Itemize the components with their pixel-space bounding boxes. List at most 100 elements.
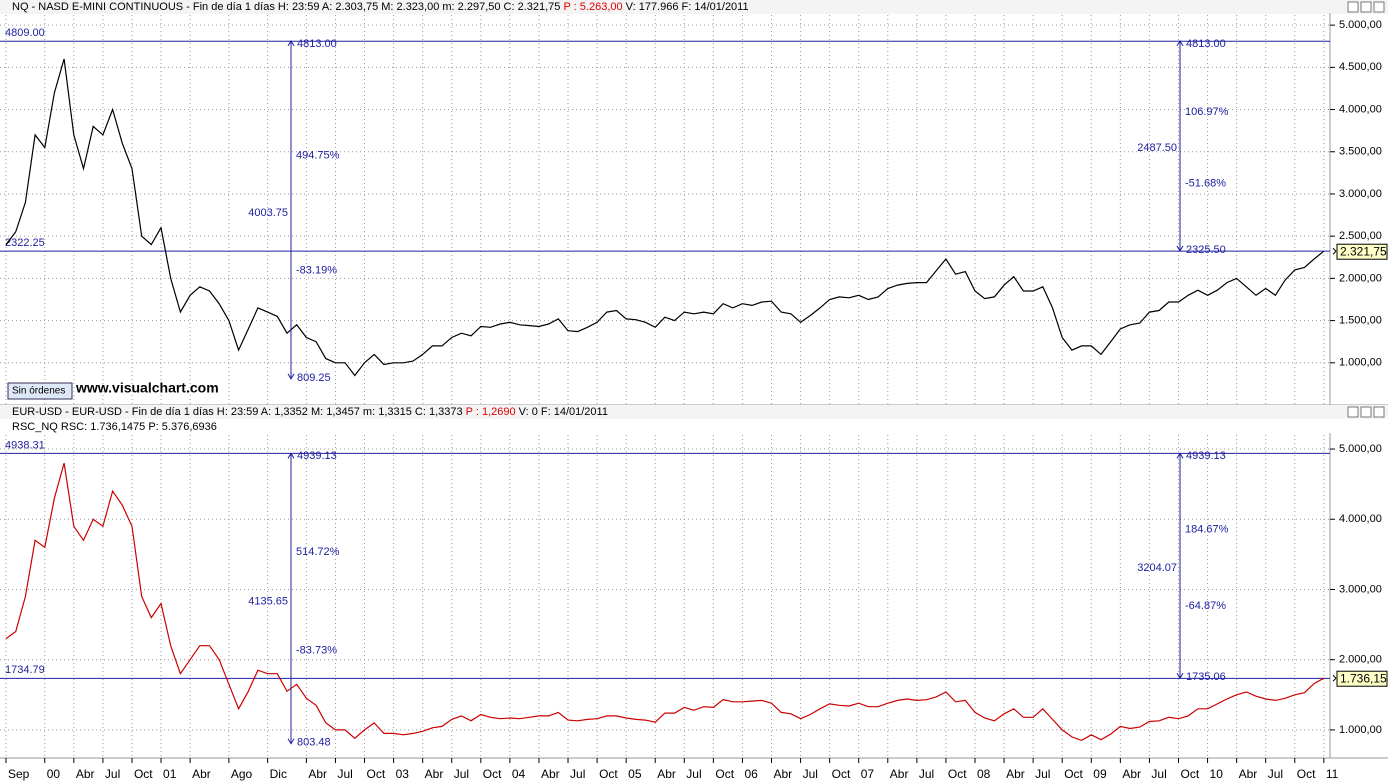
x-tick-label: Oct [715,767,734,781]
y-tick-label: 3.000,00 [1339,188,1382,200]
subheader-text: RSC_NQ RSC: 1.736,1475 P: 5.376,6936 [12,421,217,433]
x-tick-label: Jul [570,767,585,781]
x-tick-label: 01 [163,767,177,781]
y-tick-label: 1.000,00 [1339,357,1382,369]
header-part: V: 0 F: 14/01/2011 [516,406,608,418]
measure-top-label: 4813.00 [1186,38,1226,50]
y-tick-label: 1.500,00 [1339,314,1382,326]
x-tick-label: Jul [337,767,352,781]
measure-down-pct: -51.68% [1185,178,1226,190]
header-part: NQ - NASD E-MINI CONTINUOUS - Fin de día… [12,1,563,13]
window-button[interactable] [1347,406,1359,418]
x-tick-label: Oct [483,767,502,781]
last-price-label: 1.736,15 [1340,671,1387,685]
measure-down-pct: -83.19% [296,265,337,277]
measure-top-label: 4939.13 [297,450,337,462]
last-price-pointer [1332,247,1337,255]
x-tick-label: 05 [628,767,642,781]
y-tick-label: 2.000,00 [1339,654,1382,666]
header-text: EUR-USD - EUR-USD - Fin de día 1 días H:… [12,406,608,418]
x-tick-label: 03 [396,767,410,781]
y-tick-label: 1.000,00 [1339,724,1382,736]
orders-button-label: Sin órdenes [12,386,65,397]
measure-up-pct: 106.97% [1185,106,1229,118]
measure-down-pct: -64.87% [1185,600,1226,612]
x-tick-label: Jul [803,767,818,781]
last-price-label: 2.321,75 [1340,244,1387,258]
header-part: P : 5.263,00 [563,1,622,13]
header-part: P : 1,2690 [466,406,516,418]
x-tick-label: Oct [599,767,618,781]
watermark: www.visualchart.com [75,380,219,396]
measure-range: 3204.07 [1137,562,1177,574]
x-tick-label: 10 [1210,767,1224,781]
last-price-box [1336,243,1388,260]
last-price-box [1336,670,1388,687]
measure-up-pct: 514.72% [296,546,340,558]
x-tick-label: Abr [1122,767,1141,781]
measure-range: 4003.75 [248,207,288,219]
x-tick-label: Jul [454,767,469,781]
measure-bottom-label: 2325.50 [1186,244,1226,256]
x-tick-label: 04 [512,767,526,781]
x-tick-label: Jul [686,767,701,781]
header-bar [0,405,1388,419]
x-tick-label: 07 [861,767,875,781]
y-tick-label: 4.000,00 [1339,513,1382,525]
header-part: EUR-USD - EUR-USD - Fin de día 1 días H:… [12,406,466,418]
x-tick-label: 00 [47,767,61,781]
x-tick-label: Oct [1064,767,1083,781]
last-price-pointer [1332,674,1337,682]
reference-label: 4938.31 [5,439,45,451]
x-tick-label: Abr [308,767,327,781]
x-tick-label: Abr [1006,767,1025,781]
measure-bottom-label: 809.25 [297,372,331,384]
x-tick-label: 08 [977,767,991,781]
measure-down-pct: -83.73% [296,645,337,657]
x-tick-label: 09 [1093,767,1107,781]
window-button[interactable] [1347,1,1359,13]
x-tick-label: Abr [657,767,676,781]
x-tick-label: Jul [1151,767,1166,781]
x-tick-label: Oct [832,767,851,781]
x-tick-label: Oct [367,767,386,781]
x-tick-label: Oct [948,767,967,781]
x-tick-label: 06 [744,767,758,781]
y-tick-label: 4.000,00 [1339,103,1382,115]
header-bar [0,0,1388,14]
x-tick-label: Abr [774,767,793,781]
y-tick-label: 5.000,00 [1339,443,1382,455]
x-tick-label: Sep [8,767,30,781]
measure-top-label: 4813.00 [297,38,337,50]
window-button[interactable] [1360,1,1372,13]
price-line [5,58,1325,377]
x-tick-label: Jul [919,767,934,781]
header-text: NQ - NASD E-MINI CONTINUOUS - Fin de día… [12,1,749,13]
measure-top-label: 4939.13 [1186,450,1226,462]
y-tick-label: 3.500,00 [1339,146,1382,158]
x-tick-label: Abr [76,767,95,781]
price-line [5,462,1325,742]
x-tick-label: Abr [425,767,444,781]
header-part: V: 177.966 F: 14/01/2011 [623,1,749,13]
x-tick-label: 11 [1326,767,1339,781]
x-tick-label: Abr [1239,767,1258,781]
x-tick-label: Oct [134,767,153,781]
window-button[interactable] [1373,1,1385,13]
reference-label: 4809.00 [5,27,45,39]
orders-button[interactable] [7,382,73,400]
measure-range: 4135.65 [248,595,288,607]
reference-label: 2322.25 [5,237,45,249]
measure-range: 2487.50 [1137,142,1177,154]
measure-arrow [287,39,295,380]
x-tick-label: Abr [890,767,909,781]
y-tick-label: 5.000,00 [1339,19,1382,31]
x-tick-label: Oct [1297,767,1316,781]
measure-arrow [287,452,295,745]
measure-up-pct: 184.67% [1185,524,1229,536]
window-button[interactable] [1373,406,1385,418]
x-tick-label: Jul [105,767,120,781]
x-tick-label: Jul [1268,767,1283,781]
window-button[interactable] [1360,406,1372,418]
measure-bottom-label: 803.48 [297,737,331,749]
